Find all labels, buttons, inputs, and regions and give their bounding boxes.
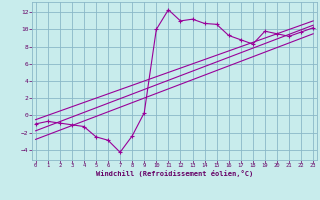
X-axis label: Windchill (Refroidissement éolien,°C): Windchill (Refroidissement éolien,°C) — [96, 170, 253, 177]
